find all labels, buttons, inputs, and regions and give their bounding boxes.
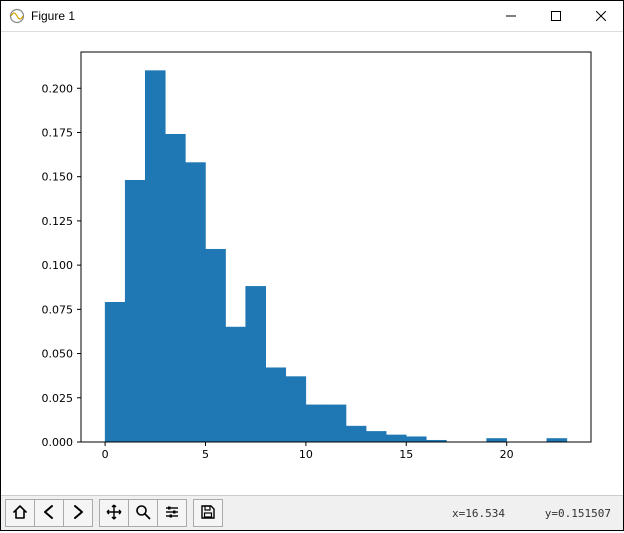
- coord-x-label: x=: [452, 507, 465, 520]
- histogram-bar: [266, 368, 286, 442]
- histogram-bar: [547, 438, 567, 442]
- app-icon: [9, 8, 25, 24]
- coord-x-value: 16.534: [465, 507, 505, 520]
- coord-y-value: 0.151507: [558, 507, 611, 520]
- home-button[interactable]: [5, 499, 35, 527]
- coord-y-label: y=: [545, 507, 558, 520]
- y-tick-label: 0.000: [42, 436, 74, 449]
- view-group: [99, 499, 187, 527]
- configure-button[interactable]: [157, 499, 187, 527]
- home-icon: [12, 504, 28, 523]
- save-icon: [200, 504, 216, 523]
- histogram-bar: [205, 249, 225, 442]
- window-title: Figure 1: [31, 9, 75, 23]
- histogram-bar: [366, 431, 386, 442]
- histogram-bar: [487, 438, 507, 442]
- zoom-icon: [135, 504, 151, 523]
- back-button[interactable]: [34, 499, 64, 527]
- titlebar: Figure 1: [1, 1, 623, 32]
- histogram-bar: [306, 405, 326, 442]
- histogram-bar: [145, 71, 165, 442]
- arrow-left-icon: [41, 504, 57, 523]
- histogram-bar: [185, 163, 205, 442]
- y-tick-label: 0.100: [42, 259, 74, 272]
- y-tick-label: 0.150: [42, 171, 74, 184]
- y-tick-label: 0.175: [42, 126, 74, 139]
- histogram-bar: [326, 405, 346, 442]
- histogram-bar: [346, 426, 366, 442]
- y-tick-label: 0.025: [42, 392, 74, 405]
- histogram-bar: [286, 377, 306, 442]
- arrow-right-icon: [70, 504, 86, 523]
- sliders-icon: [164, 504, 180, 523]
- y-tick-label: 0.050: [42, 348, 74, 361]
- plot-area[interactable]: 0 5 10 15 20 0.000 0.025 0.050 0.075 0.100 0.125 0.…: [1, 32, 623, 495]
- io-group: [193, 499, 223, 527]
- x-tick-label: 5: [202, 448, 209, 461]
- x-tick-label: 0: [102, 448, 109, 461]
- histogram-bar: [125, 180, 145, 442]
- cursor-coordinates: x=16.534 y=0.151507: [412, 494, 619, 533]
- histogram-bar: [246, 286, 266, 442]
- maximize-button[interactable]: [533, 1, 578, 31]
- navigation-toolbar: x=16.534 y=0.151507: [1, 495, 623, 530]
- minimize-button[interactable]: [488, 1, 533, 31]
- x-tick-label: 10: [299, 448, 313, 461]
- zoom-button[interactable]: [128, 499, 158, 527]
- x-tick-label: 20: [500, 448, 514, 461]
- histogram-bar: [386, 435, 406, 442]
- pan-button[interactable]: [99, 499, 129, 527]
- close-button[interactable]: [578, 1, 623, 31]
- y-tick-label: 0.200: [42, 82, 74, 95]
- histogram-bar: [165, 134, 185, 442]
- move-icon: [106, 504, 122, 523]
- y-tick-label: 0.125: [42, 215, 74, 228]
- histogram-bar: [406, 437, 426, 442]
- figure-window: Figure 1 0 5 10 15 20 0.000 0.025 0.050 0.075 0.1…: [0, 0, 624, 531]
- nav-group: [5, 499, 93, 527]
- y-tick-label: 0.075: [42, 303, 74, 316]
- forward-button[interactable]: [63, 499, 93, 527]
- histogram-plot: 0 5 10 15 20 0.000 0.025 0.050 0.075 0.100 0.125 0.…: [1, 32, 623, 495]
- histogram-bar: [226, 327, 246, 442]
- histogram-bar: [105, 302, 125, 442]
- x-tick-label: 15: [399, 448, 413, 461]
- save-button[interactable]: [193, 499, 223, 527]
